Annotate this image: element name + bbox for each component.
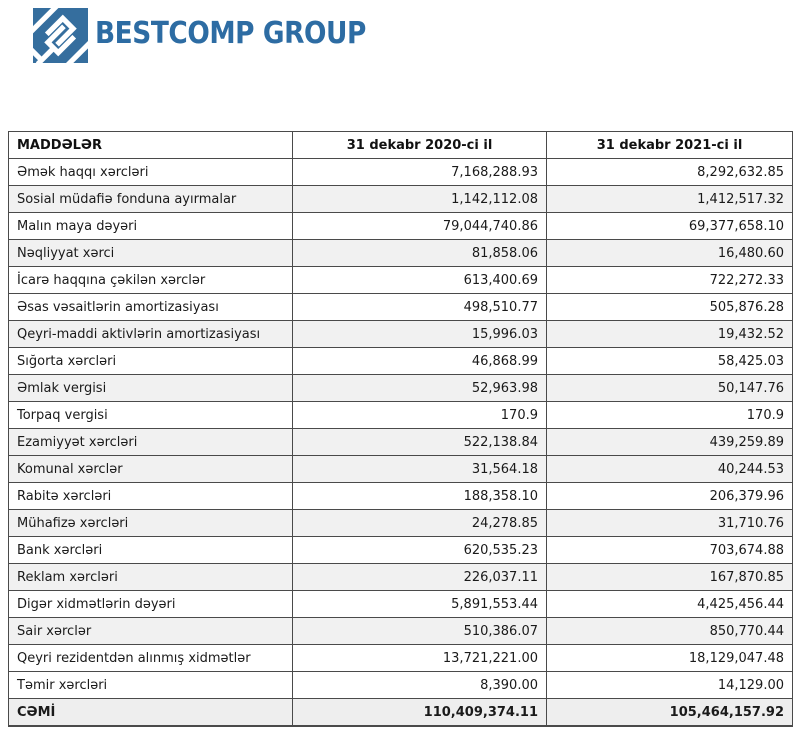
row-label: Qeyri rezidentdən alınmış xidmətlər <box>8 644 293 672</box>
row-label: Təmir xərcləri <box>8 671 293 699</box>
value-2021: 14,129.00 <box>546 671 793 699</box>
col-header-items: MADDƏLƏR <box>8 131 293 159</box>
table-header-row: MADDƏLƏR 31 dekabr 2020-ci il 31 dekabr … <box>8 131 793 159</box>
value-2020: 81,858.06 <box>292 239 547 267</box>
table-row: Bank xərcləri 620,535.23 703,674.88 <box>8 536 793 564</box>
total-row: CƏMİ 110,409,374.11 105,464,157.92 <box>8 698 793 727</box>
value-2021: 58,425.03 <box>546 347 793 375</box>
table-row: Rabitə xərcləri 188,358.10 206,379.96 <box>8 482 793 510</box>
value-2021: 19,432.52 <box>546 320 793 348</box>
row-label: Əmlak vergisi <box>8 374 293 402</box>
value-2020: 31,564.18 <box>292 455 547 483</box>
value-2021: 167,870.85 <box>546 563 793 591</box>
row-label: Malın maya dəyəri <box>8 212 293 240</box>
value-2020: 188,358.10 <box>292 482 547 510</box>
value-2021: 8,292,632.85 <box>546 158 793 186</box>
row-label: Əsas vəsaitlərin amortizasiyası <box>8 293 293 321</box>
value-2020: 510,386.07 <box>292 617 547 645</box>
value-2020: 13,721,221.00 <box>292 644 547 672</box>
table-row: Təmir xərcləri 8,390.00 14,129.00 <box>8 671 793 699</box>
table-row: Sair xərclər 510,386.07 850,770.44 <box>8 617 793 645</box>
value-2021: 105,464,157.92 <box>546 698 793 727</box>
value-2021: 170.9 <box>546 401 793 429</box>
value-2020: 170.9 <box>292 401 547 429</box>
value-2021: 18,129,047.48 <box>546 644 793 672</box>
table-row: Mühafizə xərcləri 24,278.85 31,710.76 <box>8 509 793 537</box>
table-row: Əmlak vergisi 52,963.98 50,147.76 <box>8 374 793 402</box>
value-2020: 1,142,112.08 <box>292 185 547 213</box>
value-2020: 15,996.03 <box>292 320 547 348</box>
table-row: Qeyri rezidentdən alınmış xidmətlər 13,72… <box>8 644 793 672</box>
value-2021: 16,480.60 <box>546 239 793 267</box>
table-row: Nəqliyyat xərci 81,858.06 16,480.60 <box>8 239 793 267</box>
value-2020: 498,510.77 <box>292 293 547 321</box>
value-2020: 5,891,553.44 <box>292 590 547 618</box>
row-label: Sığorta xərcləri <box>8 347 293 375</box>
row-label: Sosial müdafiə fonduna ayırmalar <box>8 185 293 213</box>
value-2021: 31,710.76 <box>546 509 793 537</box>
value-2020: 522,138.84 <box>292 428 547 456</box>
row-label: Reklam xərcləri <box>8 563 293 591</box>
table-row: Reklam xərcləri 226,037.11 167,870.85 <box>8 563 793 591</box>
table-row: Sosial müdafiə fonduna ayırmalar 1,142,11… <box>8 185 793 213</box>
table-row: Sığorta xərcləri 46,868.99 58,425.03 <box>8 347 793 375</box>
table-row: Digər xidmətlərin dəyəri 5,891,553.44 4,42… <box>8 590 793 618</box>
value-2020: 7,168,288.93 <box>292 158 547 186</box>
row-label: Sair xərclər <box>8 617 293 645</box>
value-2021: 850,770.44 <box>546 617 793 645</box>
col-header-2021: 31 dekabr 2021-ci il <box>546 131 793 159</box>
row-label: Nəqliyyat xərci <box>8 239 293 267</box>
table-row: Torpaq vergisi 170.9 170.9 <box>8 401 793 429</box>
value-2021: 40,244.53 <box>546 455 793 483</box>
row-label: Bank xərcləri <box>8 536 293 564</box>
row-label: Rabitə xərcləri <box>8 482 293 510</box>
value-2021: 206,379.96 <box>546 482 793 510</box>
row-label: Torpaq vergisi <box>8 401 293 429</box>
value-2021: 505,876.28 <box>546 293 793 321</box>
table-row: Əsas vəsaitlərin amortizasiyası 498,510.7… <box>8 293 793 321</box>
row-label: Komunal xərclər <box>8 455 293 483</box>
value-2020: 110,409,374.11 <box>292 698 547 727</box>
table-row: Ezamiyyət xərcləri 522,138.84 439,259.89 <box>8 428 793 456</box>
row-label: İcarə haqqına çəkilən xərclər <box>8 266 293 294</box>
value-2021: 50,147.76 <box>546 374 793 402</box>
value-2020: 52,963.98 <box>292 374 547 402</box>
value-2021: 439,259.89 <box>546 428 793 456</box>
table-row: Qeyri-maddi aktivlərin amortizasiyası 15,… <box>8 320 793 348</box>
value-2020: 226,037.11 <box>292 563 547 591</box>
col-header-2020: 31 dekabr 2020-ci il <box>292 131 547 159</box>
table-row: Komunal xərclər 31,564.18 40,244.53 <box>8 455 793 483</box>
value-2020: 620,535.23 <box>292 536 547 564</box>
row-label: Əmək haqqı xərcləri <box>8 158 293 186</box>
value-2021: 69,377,658.10 <box>546 212 793 240</box>
value-2021: 1,412,517.32 <box>546 185 793 213</box>
row-label: CƏMİ <box>8 698 293 727</box>
value-2020: 613,400.69 <box>292 266 547 294</box>
value-2020: 8,390.00 <box>292 671 547 699</box>
table-row: İcarə haqqına çəkilən xərclər 613,400.69 7… <box>8 266 793 294</box>
expenses-table: MADDƏLƏR 31 dekabr 2020-ci il 31 dekabr … <box>8 131 793 727</box>
row-label: Digər xidmətlərin dəyəri <box>8 590 293 618</box>
table-row: Əmək haqqı xərcləri 7,168,288.93 8,292,632… <box>8 158 793 186</box>
value-2020: 79,044,740.86 <box>292 212 547 240</box>
value-2020: 24,278.85 <box>292 509 547 537</box>
row-label: Mühafizə xərcləri <box>8 509 293 537</box>
table-row: Malın maya dəyəri 79,044,740.86 69,377,658… <box>8 212 793 240</box>
brand-name: BESTCOMP GROUP <box>95 15 366 51</box>
value-2020: 46,868.99 <box>292 347 547 375</box>
value-2021: 722,272.33 <box>546 266 793 294</box>
bestcomp-logo-icon <box>27 3 93 68</box>
row-label: Qeyri-maddi aktivlərin amortizasiyası <box>8 320 293 348</box>
table-body: Əmək haqqı xərcləri 7,168,288.93 8,292,632… <box>8 158 793 727</box>
value-2021: 4,425,456.44 <box>546 590 793 618</box>
value-2021: 703,674.88 <box>546 536 793 564</box>
brand-header: BESTCOMP GROUP <box>27 3 403 68</box>
row-label: Ezamiyyət xərcləri <box>8 428 293 456</box>
